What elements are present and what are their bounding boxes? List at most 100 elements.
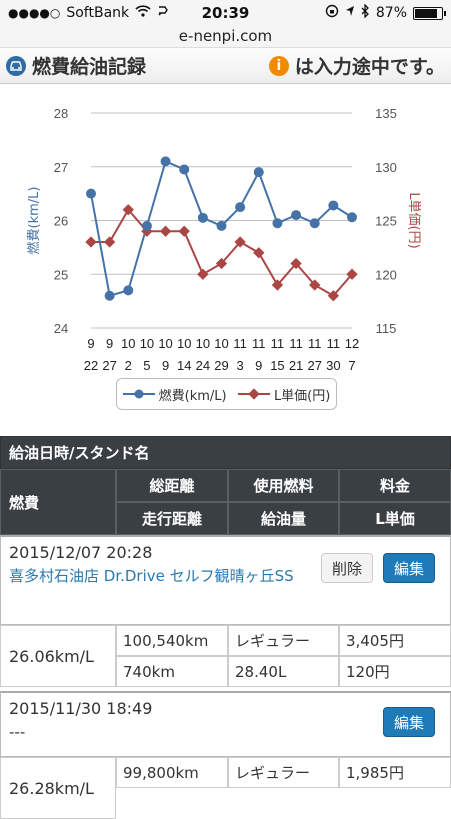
entry-price: 3,405円 <box>339 625 451 656</box>
x-tick-label-day: 14 <box>177 358 191 373</box>
x-tick-label-month: 10 <box>158 336 172 351</box>
data-point-fuel <box>160 156 171 167</box>
data-point-fuel <box>272 218 283 229</box>
legend-label-fuel: 燃費(km/L) <box>158 388 227 404</box>
table-header: 燃費 総距離 使用燃料 料金 走行距離 給油量 L単価 <box>0 469 451 535</box>
rotation-lock-icon <box>325 4 339 22</box>
page-header: 燃費給油記録 i は入力途中です。 <box>0 48 451 84</box>
data-point-fuel <box>141 220 152 231</box>
legend-item-unit-price[interactable]: L単価(円) <box>237 385 331 404</box>
chart-legend: 燃費(km/L) L単価(円) <box>116 378 337 410</box>
x-tick-label-month: 12 <box>345 336 359 351</box>
y-right-tick-label: 120 <box>375 267 397 282</box>
sync-icon <box>157 4 169 22</box>
y-left-tick-label: 25 <box>54 267 68 282</box>
data-point-unit-price <box>346 268 358 280</box>
x-tick-label-day: 30 <box>326 358 340 373</box>
col-trip-distance: 走行距離 <box>116 502 228 535</box>
y-right-tick-label: 130 <box>375 160 397 175</box>
col-price: 料金 <box>339 469 451 502</box>
col-amount: 給油量 <box>228 502 339 535</box>
data-point-unit-price <box>327 290 340 302</box>
refuel-table: 給油日時/スタンド名 燃費 総距離 使用燃料 料金 走行距離 給油量 L単価 2… <box>0 436 451 819</box>
entry-total-distance: 100,540km <box>116 625 228 656</box>
data-point-fuel <box>104 290 115 301</box>
data-point-fuel <box>179 164 190 175</box>
legend-item-fuel[interactable]: 燃費(km/L) <box>122 385 227 404</box>
data-point-fuel <box>253 167 264 178</box>
x-tick-label-day: 7 <box>348 358 355 373</box>
x-tick-label-month: 11 <box>327 336 341 351</box>
col-fuel-type: 使用燃料 <box>228 469 339 502</box>
edit-button[interactable]: 編集 <box>383 553 435 583</box>
x-tick-label-month: 10 <box>121 336 135 351</box>
page-title: 燃費給油記録 <box>32 56 147 78</box>
fuel-chart: 24 25 26 27 28 115 120 125 130 135 燃費(km/L) L単価(円) 9… <box>0 84 451 420</box>
car-icon <box>6 55 26 76</box>
bluetooth-icon <box>361 3 370 22</box>
data-point-unit-price <box>159 225 172 237</box>
carrier-label: SoftBank <box>66 5 130 21</box>
y-right-tick-label: 115 <box>376 321 397 336</box>
entry-fuel-economy: 26.06km/L <box>0 625 116 687</box>
data-point-unit-price <box>103 236 116 248</box>
entry-date: 2015/12/07 20:28 <box>9 543 153 562</box>
x-tick-label-month: 11 <box>271 336 285 351</box>
entry-station-link[interactable]: 喜多村石油店 Dr.Drive セルフ観晴ヶ丘SS <box>9 567 294 585</box>
data-point-fuel <box>309 218 320 229</box>
battery-percent: 87% <box>375 5 407 21</box>
draft-notice[interactable]: i は入力途中です。 <box>268 52 445 79</box>
entry-fuel-economy: 26.28km/L <box>0 757 116 819</box>
data-point-unit-price <box>271 279 284 291</box>
entry-station: --- <box>9 723 26 741</box>
data-point-fuel <box>235 202 246 213</box>
entry-amount: 28.40L <box>228 656 339 687</box>
x-tick-label-day: 3 <box>237 358 244 373</box>
refuel-entry: 2015/11/30 18:49 --- 編集 <box>0 691 451 757</box>
data-point-unit-price <box>85 236 97 248</box>
entry-details: 26.28km/L 99,800km レギュラー 1,985円 <box>0 757 451 819</box>
data-point-unit-price <box>197 268 209 280</box>
x-tick-label-day: 2 <box>125 358 132 373</box>
delete-button[interactable]: 削除 <box>321 553 373 583</box>
wifi-icon <box>135 5 151 21</box>
url-bar[interactable]: e-nenpi.com <box>0 26 451 48</box>
battery-icon <box>413 6 446 20</box>
entry-fuel-type: レギュラー <box>228 625 339 656</box>
data-point-fuel <box>291 210 302 221</box>
x-tick-label-month: 11 <box>233 336 247 351</box>
data-point-fuel <box>197 212 208 223</box>
refuel-entry: 2015/12/07 20:28 喜多村石油店 Dr.Drive セルフ観晴ヶ丘… <box>0 535 451 625</box>
x-tick-label-day: 5 <box>143 358 150 373</box>
data-point-fuel <box>86 188 96 199</box>
y-right-tick-label: 125 <box>375 214 397 229</box>
col-total-distance: 総距離 <box>116 469 228 502</box>
table-header-title: 給油日時/スタンド名 <box>0 436 451 469</box>
y-left-axis-title: 燃費(km/L) <box>26 187 42 255</box>
edit-button[interactable]: 編集 <box>383 707 435 737</box>
y-left-tick-label: 24 <box>54 321 68 336</box>
x-tick-label-day: 15 <box>270 358 284 373</box>
entry-trip-distance: 740km <box>116 656 228 687</box>
entry-date: 2015/11/30 18:49 <box>9 699 153 718</box>
x-tick-label-day: 29 <box>214 358 228 373</box>
y-left-tick-label: 26 <box>54 214 68 229</box>
entry-price: 1,985円 <box>339 757 451 788</box>
x-tick-label-day: 24 <box>196 358 210 373</box>
col-unit-price: L単価 <box>339 502 451 535</box>
draft-notice-text: は入力途中です。 <box>294 56 445 78</box>
info-icon: i <box>268 55 289 76</box>
x-tick-label-month: 11 <box>252 336 266 351</box>
data-point-fuel <box>123 285 134 296</box>
signal-icon: ●●●●○ <box>8 6 61 20</box>
x-tick-label-month: 9 <box>106 336 113 351</box>
x-tick-label-month: 10 <box>140 336 154 351</box>
entry-total-distance: 99,800km <box>116 757 228 788</box>
data-point-unit-price <box>178 225 190 237</box>
y-left-tick-label: 28 <box>54 106 68 121</box>
legend-label-unit-price: L単価(円) <box>273 388 331 404</box>
x-tick-label-day: 27 <box>102 358 116 373</box>
x-tick-label-month: 9 <box>87 336 94 351</box>
data-point-unit-price <box>122 204 134 216</box>
